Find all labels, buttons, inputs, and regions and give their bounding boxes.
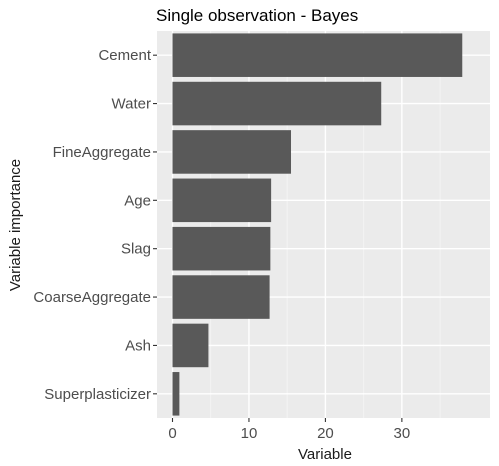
bar xyxy=(172,130,292,174)
bar xyxy=(172,178,272,223)
y-tick-label: Slag xyxy=(121,241,151,258)
x-axis: 0 10 20 30 xyxy=(168,418,410,442)
y-tick-label: Age xyxy=(124,192,151,209)
y-tick-label: Cement xyxy=(98,47,151,64)
y-tick-label: FineAggregate xyxy=(53,144,151,161)
bar xyxy=(172,323,209,368)
chart-title: Single observation - Bayes xyxy=(156,6,358,25)
y-axis-title: Variable importance xyxy=(7,159,24,291)
bar xyxy=(172,226,271,271)
x-tick-label: 0 xyxy=(168,425,176,442)
y-axis: Cement Water FineAggregate Age Slag CoarseAgg… xyxy=(33,47,157,403)
bar xyxy=(172,33,463,77)
y-tick-label: Superplasticizer xyxy=(44,386,151,403)
bars xyxy=(172,33,463,416)
x-tick-label: 10 xyxy=(241,425,258,442)
x-tick-label: 20 xyxy=(317,425,334,442)
x-axis-title: Variable xyxy=(298,446,352,463)
y-tick-label: Ash xyxy=(125,337,151,354)
y-tick-label: Water xyxy=(112,96,151,113)
x-tick-label: 30 xyxy=(394,425,411,442)
bar xyxy=(172,81,382,126)
bar xyxy=(172,275,270,319)
bar xyxy=(172,372,180,416)
y-tick-label: CoarseAggregate xyxy=(33,289,151,306)
